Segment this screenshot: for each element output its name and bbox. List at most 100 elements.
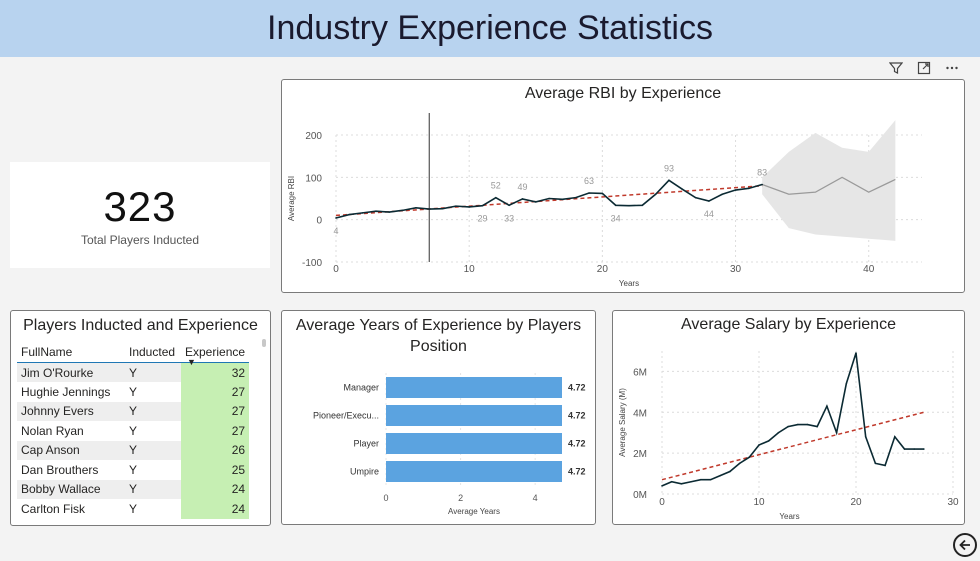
rbi-data-point (734, 189, 737, 191)
page-title: Industry Experience Statistics (267, 9, 713, 47)
focus-mode-icon[interactable] (914, 58, 934, 78)
salary-data-point (864, 436, 867, 438)
rbi-data-point (481, 204, 484, 207)
table-row[interactable]: Hughie Jennings Y 27 (17, 382, 250, 402)
rbi-ytick-label: -100 (302, 258, 322, 269)
table-header-row: FullName Inducted Experience ▼ (17, 341, 250, 367)
table-row[interactable]: Dan Brouthers Y 25 (17, 460, 250, 480)
filter-icon[interactable] (886, 58, 906, 78)
cell-experience: 25 (181, 460, 250, 480)
rbi-ytick-label: 0 (316, 216, 322, 227)
salary-xtick-label: 30 (947, 497, 959, 508)
bar-xtick-label: 2 (458, 493, 463, 503)
cell-inducted: Y (125, 479, 181, 499)
rbi-xtick-label: 40 (863, 264, 875, 275)
cell-fullname: Carlton Fisk (21, 501, 86, 516)
rbi-data-label: 52 (491, 181, 501, 191)
page-header: Industry Experience Statistics (0, 0, 980, 57)
salary-xtick-label: 0 (659, 497, 665, 508)
bar (386, 461, 562, 482)
cell-experience: 27 (181, 421, 250, 441)
salary-y-axis-label: Average Salary (M) (618, 388, 627, 457)
rbi-chart[interactable]: 200 100 0 -100 0 10 20 30 40 Years Average RBI 4 29 5… (282, 80, 964, 292)
rbi-trend-line (335, 185, 763, 217)
salary-series-line (661, 352, 924, 487)
table-row[interactable]: Johnny Evers Y 27 (17, 401, 250, 421)
salary-ytick-label: 6M (633, 367, 647, 378)
position-bar-chart[interactable]: 0 2 4 Average Years Manager 4.72 Pioneer/Execu… (282, 311, 595, 524)
back-button[interactable] (953, 533, 977, 557)
column-header-experience-label: Experience (185, 345, 246, 359)
table-title: Players Inducted and Experience (23, 317, 258, 334)
column-header-inducted[interactable]: Inducted (125, 341, 181, 363)
table-row[interactable]: Jim O'Rourke Y 32 (17, 362, 250, 382)
bar-xtick-label: 0 (383, 493, 388, 503)
salary-xtick-label: 10 (753, 497, 765, 508)
salary-chart-panel[interactable]: Average Salary by Experience 6M 4M 2M 0M 0 10… (612, 310, 965, 525)
cell-fullname: Dan Brouthers (21, 462, 99, 477)
salary-data-point (729, 470, 731, 473)
salary-data-point (748, 456, 751, 459)
total-players-card[interactable]: 323 Total Players Inducted (10, 162, 270, 268)
cell-experience: 26 (181, 440, 250, 460)
cell-experience: 27 (181, 401, 250, 421)
rbi-data-label: 83 (757, 168, 767, 178)
rbi-data-point (601, 192, 604, 195)
salary-data-point (913, 448, 915, 450)
cell-fullname: Hughie Jennings (21, 384, 111, 399)
rbi-data-point (628, 204, 630, 207)
bar-chart-title-line2: Position (410, 338, 467, 355)
table-row[interactable]: Cap Anson Y 26 (17, 440, 250, 460)
kpi-label: Total Players Inducted (80, 233, 200, 247)
salary-data-point (835, 431, 838, 434)
salary-trend-line (661, 411, 925, 481)
salary-chart-title: Average Salary by Experience (681, 316, 896, 333)
bar-data-label: 4.72 (568, 467, 586, 477)
table-row[interactable]: Nolan Ryan Y 27 (17, 421, 250, 441)
cell-inducted: Y (125, 362, 181, 382)
salary-data-point (670, 480, 673, 483)
cell-inducted: Y (125, 401, 181, 421)
rbi-chart-panel[interactable]: Average RBI by Experience 200 100 0 -100 0 10… (281, 79, 965, 293)
players-table-panel[interactable]: Players Inducted and Experience FullName… (10, 310, 271, 526)
cell-inducted: Y (129, 384, 138, 399)
salary-data-point (903, 448, 906, 450)
salary-data-point (661, 485, 663, 487)
position-bar-chart-panel[interactable]: Average Years of Experience by Players P… (281, 310, 596, 525)
rbi-data-point (468, 206, 470, 208)
rbi-forecast-line (761, 176, 896, 195)
rbi-xtick-label: 20 (597, 264, 609, 275)
rbi-data-point (441, 207, 444, 210)
rbi-data-point (614, 204, 617, 207)
salary-ytick-label: 0M (633, 490, 647, 501)
rbi-data-point (455, 205, 457, 207)
table-body: Jim O'Rourke Y 32 Hughie Jennings Y 27 Johnny … (17, 362, 250, 519)
rbi-data-point (708, 200, 710, 202)
column-header-fullname[interactable]: FullName (17, 341, 125, 363)
table-row[interactable]: Carlton Fisk Y 24 (17, 499, 250, 519)
bar-x-axis-label: Average Years (448, 507, 500, 516)
rbi-data-point (654, 193, 657, 196)
column-header-experience[interactable]: Experience ▼ (181, 341, 250, 367)
bar-category-label: Manager (343, 383, 379, 393)
salary-data-point (855, 352, 857, 354)
salary-data-point (700, 478, 702, 481)
salary-data-point (797, 423, 799, 426)
salary-data-point (806, 423, 809, 426)
salary-data-point (767, 440, 770, 442)
rbi-data-point (681, 188, 684, 190)
rbi-data-point (588, 192, 590, 194)
table-row[interactable]: Bobby Wallace Y 24 (17, 479, 250, 499)
more-options-icon[interactable] (942, 58, 962, 78)
bar (386, 405, 562, 426)
rbi-xtick-label: 10 (464, 264, 476, 275)
salary-data-point (874, 462, 877, 465)
sort-descending-icon: ▼ (187, 357, 196, 367)
table-scrollbar[interactable] (262, 339, 266, 347)
rbi-data-label: 93 (664, 163, 674, 173)
rbi-x-axis-label: Years (619, 279, 639, 288)
salary-chart[interactable]: 6M 4M 2M 0M 0 10 20 30 Years Average Salary (M) (613, 311, 964, 524)
rbi-chart-title: Average RBI by Experience (524, 85, 722, 102)
salary-data-point (777, 431, 780, 434)
rbi-data-point (375, 210, 377, 212)
